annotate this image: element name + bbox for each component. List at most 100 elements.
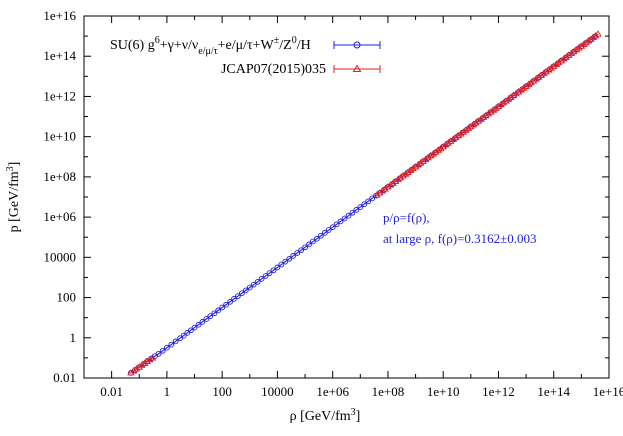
data-point-triangle (459, 128, 468, 135)
x-tick-label: 1e+12 (482, 384, 515, 399)
data-point-circle (223, 301, 229, 308)
data-point-triangle (454, 131, 463, 139)
data-point-circle (250, 281, 257, 288)
x-tick-label: 1 (164, 384, 171, 399)
data-point-circle (219, 304, 226, 311)
x-tick-label: 100 (212, 384, 232, 399)
data-point-circle (282, 258, 289, 265)
data-point-triangle (537, 71, 545, 78)
plot-frame (83, 15, 610, 379)
data-point-triangle (411, 162, 420, 170)
data-point-triangle (449, 135, 458, 142)
data-point-circle (353, 207, 360, 213)
data-point-triangle (378, 187, 387, 194)
data-point-triangle (406, 166, 415, 174)
data-point-triangle (132, 365, 141, 372)
series-jcap-points (127, 30, 602, 376)
data-point-triangle (404, 168, 412, 175)
data-point-triangle (524, 80, 533, 88)
data-point-triangle (441, 141, 450, 148)
data-point-triangle (421, 155, 430, 163)
x-tick-label: 1e+06 (316, 384, 349, 399)
annotation-line-1: p/ρ=f(ρ), (383, 210, 430, 225)
data-point-circle (341, 215, 348, 222)
data-point-triangle (582, 38, 590, 46)
data-point-triangle (542, 67, 550, 75)
data-point-triangle (394, 175, 402, 183)
data-point-triangle (502, 97, 510, 104)
data-point-triangle (424, 153, 432, 161)
data-point-circle (314, 235, 320, 242)
data-point-circle (278, 261, 285, 268)
data-point-triangle (591, 31, 600, 39)
data-point-triangle (565, 51, 573, 58)
data-point-circle (298, 247, 304, 254)
data-point-triangle (534, 73, 543, 80)
data-point-circle (231, 296, 237, 302)
data-point-circle (227, 298, 233, 305)
data-point-triangle (587, 35, 595, 42)
data-point-triangle (143, 357, 151, 365)
data-point-triangle (479, 113, 488, 121)
data-point-triangle (549, 62, 558, 69)
data-point-triangle (375, 189, 384, 196)
y-tick-label: 0.01 (53, 370, 76, 385)
data-point-circle (274, 264, 281, 271)
data-point-circle (155, 350, 162, 357)
data-point-circle (365, 198, 372, 205)
data-point-triangle (391, 177, 400, 185)
x-tick-label: 1e+08 (372, 384, 405, 399)
data-point-circle (266, 270, 273, 276)
data-point-triangle (557, 56, 566, 64)
data-point-triangle (384, 183, 392, 190)
data-point-circle (310, 238, 316, 245)
data-point-circle (262, 273, 269, 279)
data-point-triangle (138, 361, 146, 368)
data-point-triangle (484, 109, 493, 117)
data-point-circle (306, 241, 312, 248)
data-point-circle (286, 255, 293, 262)
y-tick-label: 1e+16 (43, 8, 76, 23)
data-point-triangle (462, 126, 470, 133)
y-tick-label: 1e+08 (43, 169, 76, 184)
data-point-circle (168, 341, 175, 348)
x-tick-label: 1e+16 (593, 384, 623, 399)
data-point-triangle (492, 104, 500, 111)
data-point-circle (369, 195, 376, 202)
data-point-triangle (446, 137, 455, 144)
legend-key-su6 (333, 41, 381, 49)
data-point-circle (357, 204, 364, 210)
data-point-triangle (426, 151, 435, 159)
data-point-triangle (434, 146, 442, 153)
data-point-triangle (436, 144, 445, 152)
y-tick-label: 100 (57, 290, 77, 305)
data-point-circle (325, 227, 332, 233)
data-point-circle (337, 218, 344, 225)
data-point-triangle (451, 133, 460, 141)
data-point-triangle (579, 40, 588, 47)
data-point-circle (242, 287, 249, 294)
data-point-circle (349, 209, 356, 216)
data-point-circle (258, 276, 265, 282)
y-tick-label: 1e+06 (43, 209, 76, 224)
x-tick-label: 1e+14 (537, 384, 570, 399)
data-point-circle (321, 230, 328, 236)
data-point-circle (294, 250, 301, 256)
data-point-triangle (507, 93, 515, 100)
data-point-circle (207, 313, 214, 319)
data-point-triangle (514, 87, 523, 95)
data-point-circle (239, 290, 245, 297)
data-point-triangle (396, 173, 405, 181)
data-point-circle (191, 324, 198, 331)
x-tick-label: 1e+10 (427, 384, 460, 399)
legend-key-jcap (333, 64, 381, 73)
data-point-circle (164, 344, 170, 351)
legend: SU(6) g6+γ+ν/νe/μ/τ+e/μ/τ+W±/Z0/H JCAP07… (110, 35, 381, 77)
data-point-circle (317, 232, 324, 239)
data-point-circle (235, 293, 241, 299)
data-point-circle (254, 278, 261, 285)
data-point-triangle (444, 139, 453, 146)
data-point-triangle (487, 108, 495, 115)
data-point-triangle (381, 185, 389, 192)
data-point-triangle (570, 47, 578, 55)
